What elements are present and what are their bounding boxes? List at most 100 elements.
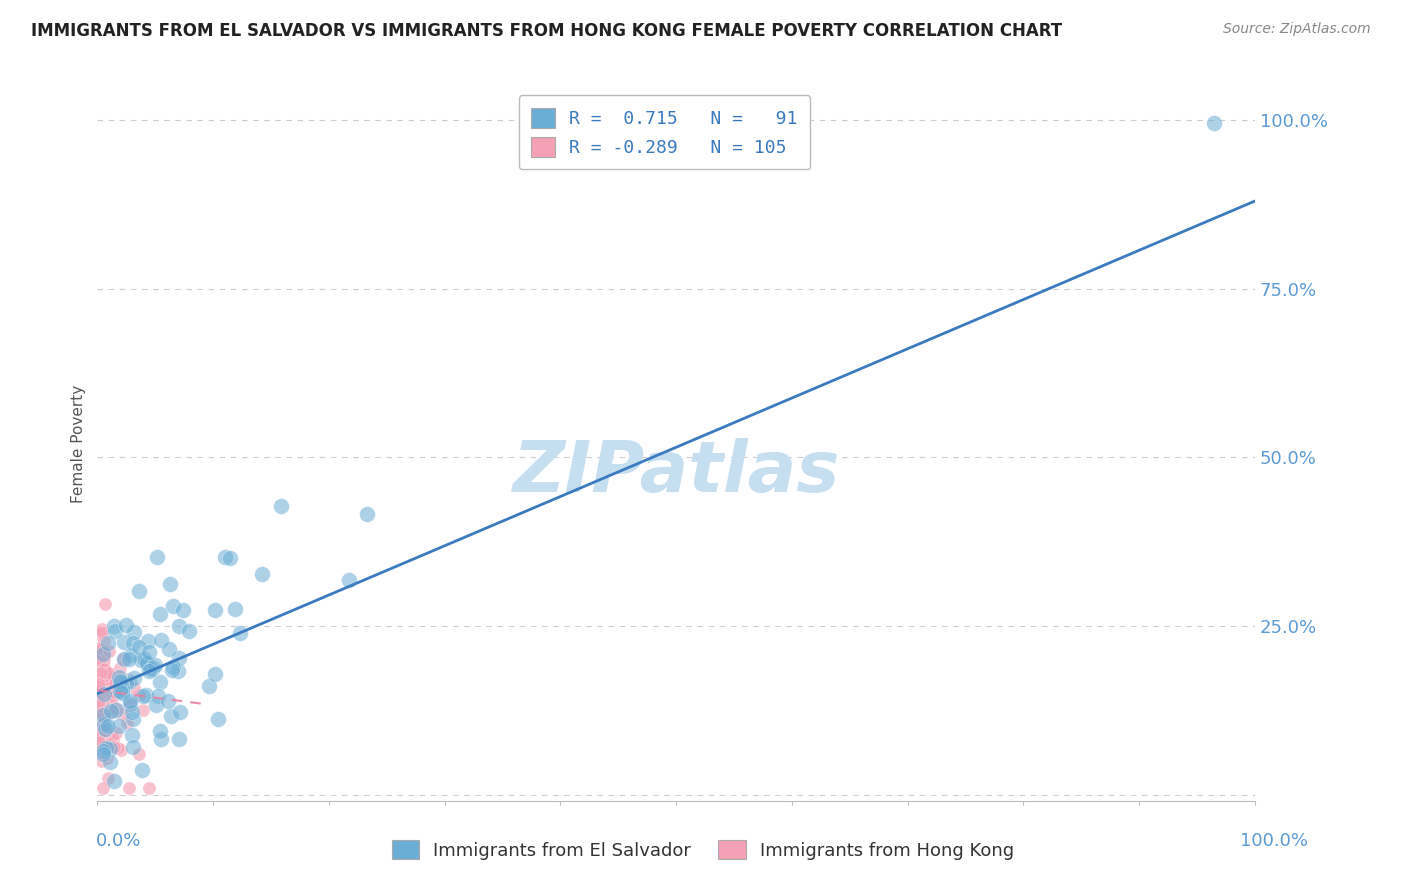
Point xyxy=(128,584,150,599)
Point xyxy=(138,780,160,795)
Point xyxy=(93,684,115,698)
Point xyxy=(87,651,110,665)
Point xyxy=(93,653,115,667)
Point xyxy=(198,679,221,693)
Point xyxy=(89,658,111,673)
Point xyxy=(96,672,118,686)
Point xyxy=(121,635,143,649)
Point xyxy=(91,747,114,761)
Point xyxy=(224,601,246,615)
Point xyxy=(149,724,172,739)
Point xyxy=(91,688,114,702)
Point xyxy=(146,689,169,703)
Point xyxy=(117,672,139,686)
Point xyxy=(160,708,183,723)
Point xyxy=(100,738,122,752)
Point xyxy=(87,732,110,747)
Point xyxy=(111,686,134,700)
Point xyxy=(89,731,111,745)
Point xyxy=(132,703,155,717)
Point xyxy=(229,625,252,640)
Point xyxy=(87,681,110,695)
Point xyxy=(111,685,134,699)
Point xyxy=(87,648,110,662)
Point xyxy=(87,738,110,752)
Point xyxy=(90,734,112,748)
Point xyxy=(146,550,169,565)
Point xyxy=(110,675,132,690)
Text: ZIPatlas: ZIPatlas xyxy=(512,438,839,507)
Point xyxy=(162,599,184,613)
Point xyxy=(101,689,124,703)
Point xyxy=(112,652,135,666)
Point xyxy=(90,675,112,690)
Point xyxy=(138,645,160,659)
Point xyxy=(89,659,111,673)
Point xyxy=(87,694,110,708)
Point xyxy=(149,674,172,689)
Point xyxy=(98,673,121,688)
Point xyxy=(89,743,111,757)
Point xyxy=(159,576,181,591)
Point xyxy=(121,648,143,662)
Point xyxy=(90,754,112,768)
Point xyxy=(104,685,127,699)
Point xyxy=(100,705,122,719)
Point xyxy=(94,724,117,739)
Point xyxy=(141,662,163,676)
Point xyxy=(96,681,118,696)
Point xyxy=(112,652,135,666)
Point xyxy=(172,602,194,616)
Point xyxy=(121,728,143,742)
Text: 100.0%: 100.0% xyxy=(1240,831,1308,849)
Point xyxy=(138,634,160,648)
Point xyxy=(89,663,111,677)
Point xyxy=(87,731,110,745)
Point xyxy=(97,719,120,733)
Text: 0.0%: 0.0% xyxy=(96,831,141,849)
Point xyxy=(118,651,141,665)
Point xyxy=(93,662,115,676)
Point xyxy=(89,698,111,712)
Point xyxy=(219,550,242,565)
Point xyxy=(167,665,190,679)
Point xyxy=(91,713,114,727)
Point xyxy=(207,712,229,726)
Point xyxy=(87,627,110,641)
Point xyxy=(145,698,167,712)
Point xyxy=(111,681,134,696)
Point xyxy=(90,641,112,656)
Point xyxy=(162,663,184,677)
Point xyxy=(90,690,112,704)
Point xyxy=(91,780,114,795)
Point xyxy=(87,645,110,659)
Point xyxy=(87,652,110,666)
Point xyxy=(87,683,110,698)
Point xyxy=(101,729,124,743)
Point xyxy=(94,741,117,756)
Point xyxy=(87,640,110,655)
Point xyxy=(91,622,114,636)
Point xyxy=(93,634,115,648)
Point xyxy=(103,773,125,788)
Point xyxy=(87,735,110,749)
Point xyxy=(122,671,145,685)
Point xyxy=(97,666,120,681)
Point xyxy=(87,726,110,740)
Point xyxy=(169,705,191,719)
Point xyxy=(87,652,110,666)
Point xyxy=(115,676,138,690)
Point xyxy=(93,717,115,731)
Point xyxy=(89,702,111,716)
Point xyxy=(149,732,172,747)
Point xyxy=(114,617,136,632)
Point xyxy=(115,716,138,731)
Point xyxy=(118,675,141,690)
Point xyxy=(356,508,378,522)
Point xyxy=(121,740,143,755)
Legend: Immigrants from El Salvador, Immigrants from Hong Kong: Immigrants from El Salvador, Immigrants … xyxy=(385,832,1021,867)
Point xyxy=(103,619,125,633)
Point xyxy=(107,669,129,683)
Point xyxy=(135,655,157,669)
Point xyxy=(204,602,226,616)
